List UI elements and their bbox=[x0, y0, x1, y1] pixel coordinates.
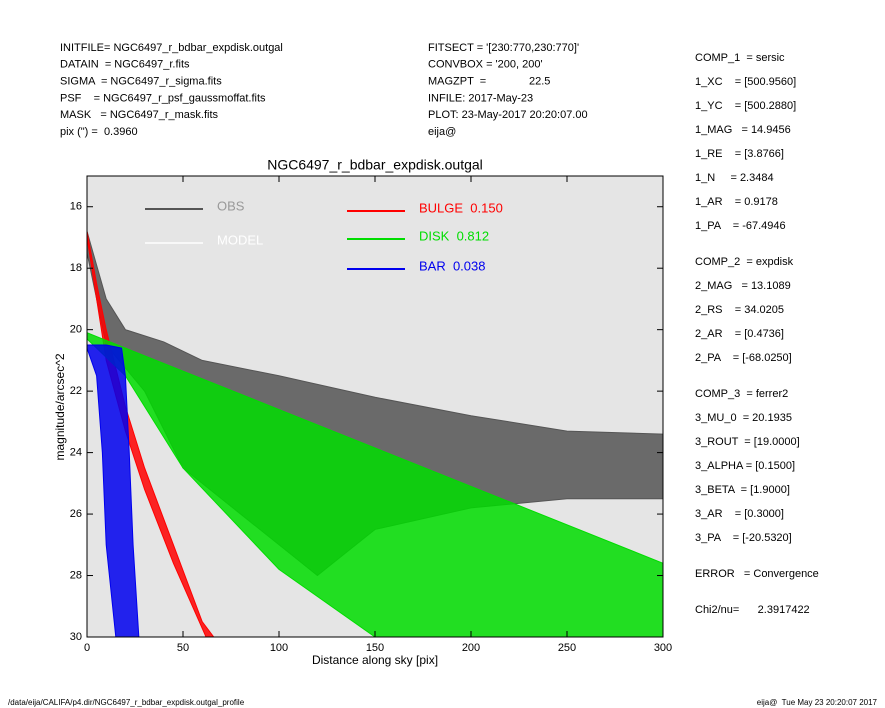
param-line: COMP_1 = sersic bbox=[695, 52, 785, 64]
param-line: 3_ROUT = [19.0000] bbox=[695, 436, 800, 448]
param-line: 1_YC = [500.2880] bbox=[695, 100, 796, 112]
y-tick-label: 26 bbox=[70, 508, 82, 520]
x-tick-label: 100 bbox=[270, 642, 288, 654]
legend-label: MODEL bbox=[217, 232, 263, 247]
header-line: MASK = NGC6497_r_mask.fits bbox=[60, 109, 219, 121]
x-tick-label: 50 bbox=[177, 642, 189, 654]
y-tick-label: 24 bbox=[70, 447, 82, 459]
param-line: 1_MAG = 14.9456 bbox=[695, 124, 791, 136]
header-line: PSF = NGC6497_r_psf_gaussmoffat.fits bbox=[60, 92, 266, 104]
header-line: SIGMA = NGC6497_r_sigma.fits bbox=[60, 76, 222, 88]
param-line: 2_RS = 34.0205 bbox=[695, 304, 784, 316]
y-tick-label: 30 bbox=[70, 631, 82, 643]
param-line: ERROR = Convergence bbox=[695, 568, 819, 580]
legend-label: OBS bbox=[217, 198, 245, 213]
y-tick-label: 22 bbox=[70, 385, 82, 397]
legend-label: BULGE 0.150 bbox=[419, 200, 503, 215]
header-line: INFILE: 2017-May-23 bbox=[428, 92, 533, 104]
x-tick-label: 200 bbox=[462, 642, 480, 654]
x-tick-label: 150 bbox=[366, 642, 384, 654]
y-tick-label: 16 bbox=[70, 201, 82, 213]
header-line: MAGZPT = 22.5 bbox=[428, 76, 550, 88]
header-line: eija@ bbox=[428, 126, 456, 138]
x-tick-label: 250 bbox=[558, 642, 576, 654]
y-tick-label: 20 bbox=[70, 324, 82, 336]
footer-path: /data/eija/CALIFA/p4.dir/NGC6497_r_bdbar… bbox=[8, 698, 245, 707]
param-line: COMP_2 = expdisk bbox=[695, 256, 794, 268]
header-line: CONVBOX = '200, 200' bbox=[428, 59, 543, 71]
data-cloud bbox=[87, 344, 140, 637]
header-line: PLOT: 23-May-2017 20:20:07.00 bbox=[428, 109, 588, 121]
param-line: Chi2/nu= 2.3917422 bbox=[695, 604, 810, 616]
param-line: 3_AR = [0.3000] bbox=[695, 508, 784, 520]
param-line: 2_MAG = 13.1089 bbox=[695, 280, 791, 292]
x-tick-label: 300 bbox=[654, 642, 672, 654]
param-line: 1_PA = -67.4946 bbox=[695, 220, 786, 232]
x-axis-label: Distance along sky [pix] bbox=[312, 653, 438, 667]
param-line: 1_N = 2.3484 bbox=[695, 172, 774, 184]
param-line: 3_MU_0 = 20.1935 bbox=[695, 412, 792, 424]
param-line: 3_BETA = [1.9000] bbox=[695, 484, 790, 496]
y-tick-label: 28 bbox=[70, 569, 82, 581]
footer-date: eija@ Tue May 23 20:20:07 2017 bbox=[757, 698, 878, 707]
param-line: 1_AR = 0.9178 bbox=[695, 196, 778, 208]
y-axis-label: magnitude/arcsec^2 bbox=[53, 353, 67, 460]
param-line: 3_PA = [-20.5320] bbox=[695, 532, 792, 544]
header-line: INITFILE= NGC6497_r_bdbar_expdisk.outgal bbox=[60, 42, 283, 54]
param-line: 1_RE = [3.8766] bbox=[695, 148, 784, 160]
x-tick-label: 0 bbox=[84, 642, 90, 654]
param-line: 2_AR = [0.4736] bbox=[695, 328, 784, 340]
legend-label: DISK 0.812 bbox=[419, 228, 489, 243]
param-line: COMP_3 = ferrer2 bbox=[695, 388, 788, 400]
param-line: 2_PA = [-68.0250] bbox=[695, 352, 792, 364]
chart-title: NGC6497_r_bdbar_expdisk.outgal bbox=[267, 157, 483, 173]
legend-label: BAR 0.038 bbox=[419, 258, 486, 273]
header-line: pix (") = 0.3960 bbox=[60, 126, 138, 138]
header-line: DATAIN = NGC6497_r.fits bbox=[60, 59, 190, 71]
param-line: 1_XC = [500.9560] bbox=[695, 76, 796, 88]
param-line: 3_ALPHA = [0.1500] bbox=[695, 460, 795, 472]
header-line: FITSECT = '[230:770,230:770]' bbox=[428, 42, 579, 54]
y-tick-label: 18 bbox=[70, 262, 82, 274]
